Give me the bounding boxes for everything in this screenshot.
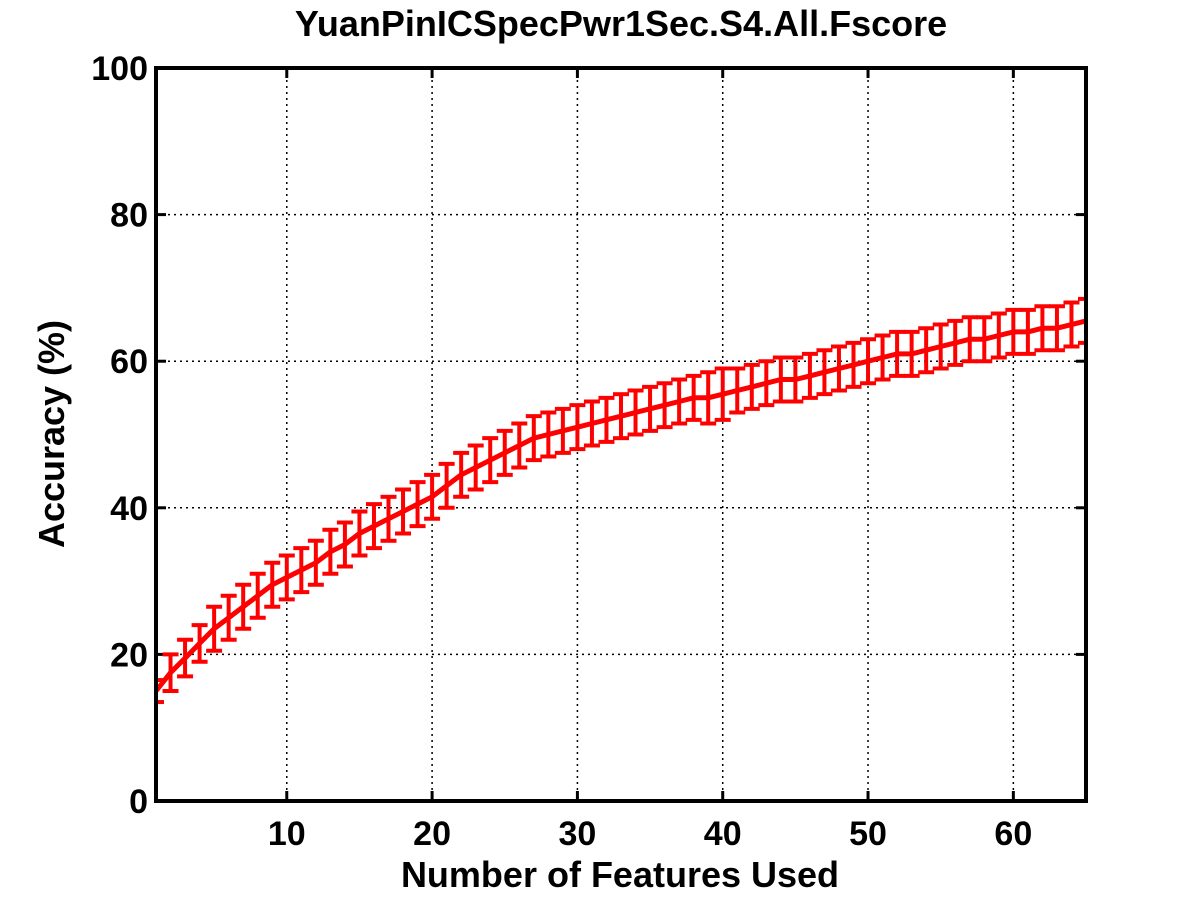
x-tick-label: 20 <box>413 815 451 853</box>
y-tick-labels: 0 20 40 60 80 100 <box>91 50 148 821</box>
y-tick-label: 60 <box>110 343 148 381</box>
x-tick-label: 40 <box>704 815 742 853</box>
x-tick-label: 60 <box>994 815 1032 853</box>
x-tick-label: 10 <box>268 815 306 853</box>
chart-title: YuanPinICSpecPwr1Sec.S4.All.Fscore <box>295 3 947 44</box>
series-lines <box>154 318 1087 693</box>
y-tick-label: 80 <box>110 197 148 235</box>
x-tick-labels: 10 20 30 40 50 60 <box>268 815 1032 853</box>
x-tick-label: 50 <box>849 815 887 853</box>
plot-frame <box>154 66 1088 803</box>
x-axis-label: Number of Features Used <box>401 854 839 895</box>
x-tick-label: 30 <box>558 815 596 853</box>
y-tick-label: 20 <box>110 636 148 674</box>
y-tick-label: 0 <box>129 783 148 821</box>
y-axis-label: Accuracy (%) <box>31 320 72 548</box>
series-line <box>154 318 1087 693</box>
y-tick-label: 100 <box>91 50 148 88</box>
y-tick-label: 40 <box>110 490 148 528</box>
